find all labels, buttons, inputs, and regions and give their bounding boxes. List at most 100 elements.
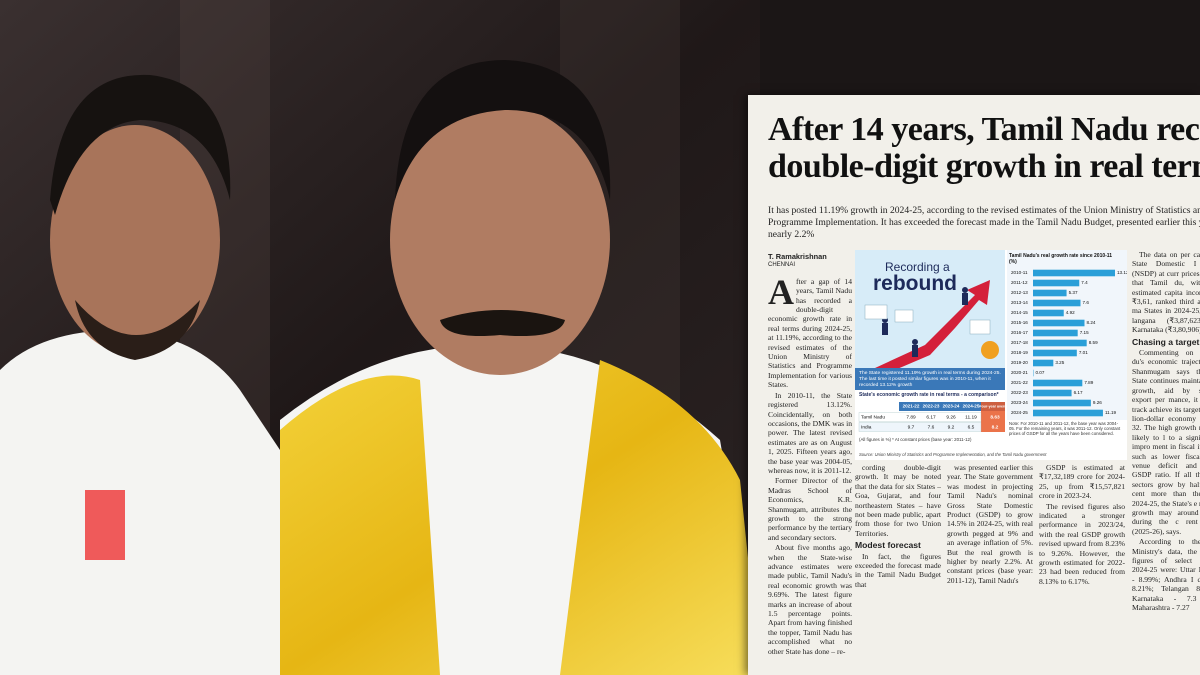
- category-label: 2018-19: [1011, 350, 1028, 355]
- bar: [1033, 379, 1083, 387]
- value-label: 7.01: [1079, 350, 1088, 355]
- bar: [1033, 329, 1078, 337]
- table-highlight: [981, 402, 1005, 432]
- subheadline: It has posted 11.19% growth in 2024-25, …: [768, 205, 1200, 240]
- bar-chart: 2010-11 13.12 2011-12 7.4 2012-13 5.37 2013-14…: [1007, 250, 1127, 420]
- paragraph: The data on per cap Net State Domestic I…: [1132, 250, 1200, 335]
- table-header-bg: [899, 402, 1005, 411]
- bar: [1033, 349, 1077, 357]
- paragraph: The revised figures also indicated a str…: [1039, 501, 1125, 586]
- caption-bg: [855, 368, 1005, 390]
- coin: [981, 341, 999, 359]
- table-header: 2024-25: [963, 404, 980, 409]
- dateline: CHENNAI: [768, 262, 796, 269]
- paragraph: About five months ago, when the State-wi…: [768, 543, 852, 656]
- value-label: 8.24: [1087, 320, 1096, 325]
- category-label: 2016-17: [1011, 330, 1028, 335]
- value-label: 0.07: [1035, 370, 1044, 375]
- value-label: 8.59: [1089, 340, 1098, 345]
- category-label: 2012-13: [1011, 290, 1028, 295]
- screens: [864, 304, 991, 335]
- table-cell: 6.17: [926, 414, 936, 420]
- paragraph: cording double-digit growth. It may be n…: [855, 463, 941, 538]
- infographic-title: Recording a: [885, 260, 950, 274]
- value-label: 7.4: [1081, 280, 1088, 285]
- headline-line: double-digit growth in real terms: [768, 148, 1200, 185]
- value-label: 3.25: [1055, 360, 1064, 365]
- paragraph: Commenting on Tamil du's economic trajec…: [1132, 348, 1200, 536]
- table-row-label: India: [861, 424, 872, 430]
- category-label: 2017-18: [1011, 340, 1028, 345]
- table-header: 2023-24: [943, 404, 960, 409]
- value-label: 6.17: [1074, 390, 1083, 395]
- table-cell: 9.7: [908, 424, 915, 430]
- table-footnote: (All figures in %) * At constant prices …: [859, 437, 972, 442]
- infographic: 2021-22 2022-23 2023-24 2024-25 Four-year av…: [855, 250, 1127, 460]
- table-row-label: Tamil Nadu: [861, 414, 885, 420]
- paragraph: According to the Un Ministry's data, the…: [1132, 537, 1200, 613]
- paragraph: In 2010-11, the State registered 13.12%.…: [768, 390, 852, 475]
- category-label: 2021-22: [1011, 380, 1028, 385]
- bar: [1033, 299, 1081, 307]
- table-cell: 7.6: [928, 424, 935, 430]
- column: cording double-digit growth. It may be n…: [855, 463, 941, 675]
- value-label: 7.15: [1080, 330, 1089, 335]
- column: The data on per cap Net State Domestic I…: [1132, 250, 1200, 675]
- value-label: 7.6: [1083, 300, 1090, 305]
- bar: [1033, 339, 1087, 347]
- bar: [1033, 289, 1067, 297]
- category-label: 2011-12: [1011, 280, 1028, 285]
- chart-title: Tamil Nadu's real growth rate since 2010…: [1009, 253, 1113, 265]
- bar: [1033, 409, 1103, 417]
- headline: After 14 years, Tamil Nadu records doubl…: [768, 111, 1200, 185]
- category-label: 2022-23: [1011, 390, 1028, 395]
- category-label: 2023-24: [1011, 400, 1028, 405]
- paragraph: Former Director of the Madras School of …: [768, 476, 852, 542]
- chart-note: Note: For 2010-11 and 2011-12, the base …: [1009, 421, 1121, 437]
- bar: [1033, 319, 1085, 327]
- paragraph: GSDP is estimated at ₹17,32,189 crore fo…: [1039, 463, 1125, 501]
- bar: [1033, 269, 1115, 277]
- arrow: [875, 280, 990, 375]
- category-label: 2010-11: [1011, 270, 1028, 275]
- category-label: 2019-20: [1011, 360, 1028, 365]
- table-title: State's economic growth rate in real ter…: [859, 392, 999, 398]
- comparison-table: 2021-22 2022-23 2023-24 2024-25 Four-year av…: [858, 402, 1011, 432]
- newspaper-clipping: After 14 years, Tamil Nadu records doubl…: [748, 95, 1200, 675]
- table-cell: 9.2: [948, 424, 955, 430]
- value-label: 4.92: [1066, 310, 1075, 315]
- infographic-art: 2021-22 2022-23 2023-24 2024-25 Four-year av…: [855, 250, 1127, 432]
- bar: [1033, 389, 1072, 397]
- paragraph: After a gap of 14 years, Tamil Nadu has …: [768, 271, 852, 390]
- table-row-bg: [858, 412, 982, 422]
- value-label: 11.19: [1105, 410, 1117, 415]
- category-label: 2013-14: [1011, 300, 1028, 305]
- table-cell: 8.63: [990, 414, 1000, 420]
- value-label: 5.37: [1069, 290, 1078, 295]
- category-label: 2015-16: [1011, 320, 1028, 325]
- category-label: 2020-21: [1011, 370, 1028, 375]
- person-left: [0, 74, 300, 675]
- table-header: Four-year average: [979, 404, 1010, 408]
- column: was presented earlier this year. The Sta…: [947, 463, 1033, 675]
- table-cell: 8.2: [992, 424, 999, 430]
- table-cell: 6.5: [968, 424, 975, 430]
- table-cell: 11.19: [965, 414, 977, 420]
- value-label: 9.26: [1093, 400, 1102, 405]
- table-row-bg: [858, 422, 982, 432]
- column: T. Ramakrishnan CHENNAI After a gap of 1…: [768, 250, 852, 675]
- value-label: 7.89: [1084, 380, 1093, 385]
- category-label: 2014-15: [1011, 310, 1028, 315]
- bar: [1033, 279, 1080, 287]
- infographic-title: rebound: [873, 272, 957, 295]
- table-header: 2021-22: [903, 404, 920, 409]
- headline-line: After 14 years, Tamil Nadu records: [768, 111, 1200, 148]
- source: Source: Union Ministry of Statistics and…: [859, 452, 1047, 457]
- person-right: [280, 60, 760, 675]
- subheading: Chasing a target: [1132, 336, 1200, 347]
- bar: [1033, 359, 1054, 367]
- byline: T. Ramakrishnan: [768, 252, 827, 261]
- bar: [1033, 309, 1064, 317]
- bar: [1033, 399, 1091, 407]
